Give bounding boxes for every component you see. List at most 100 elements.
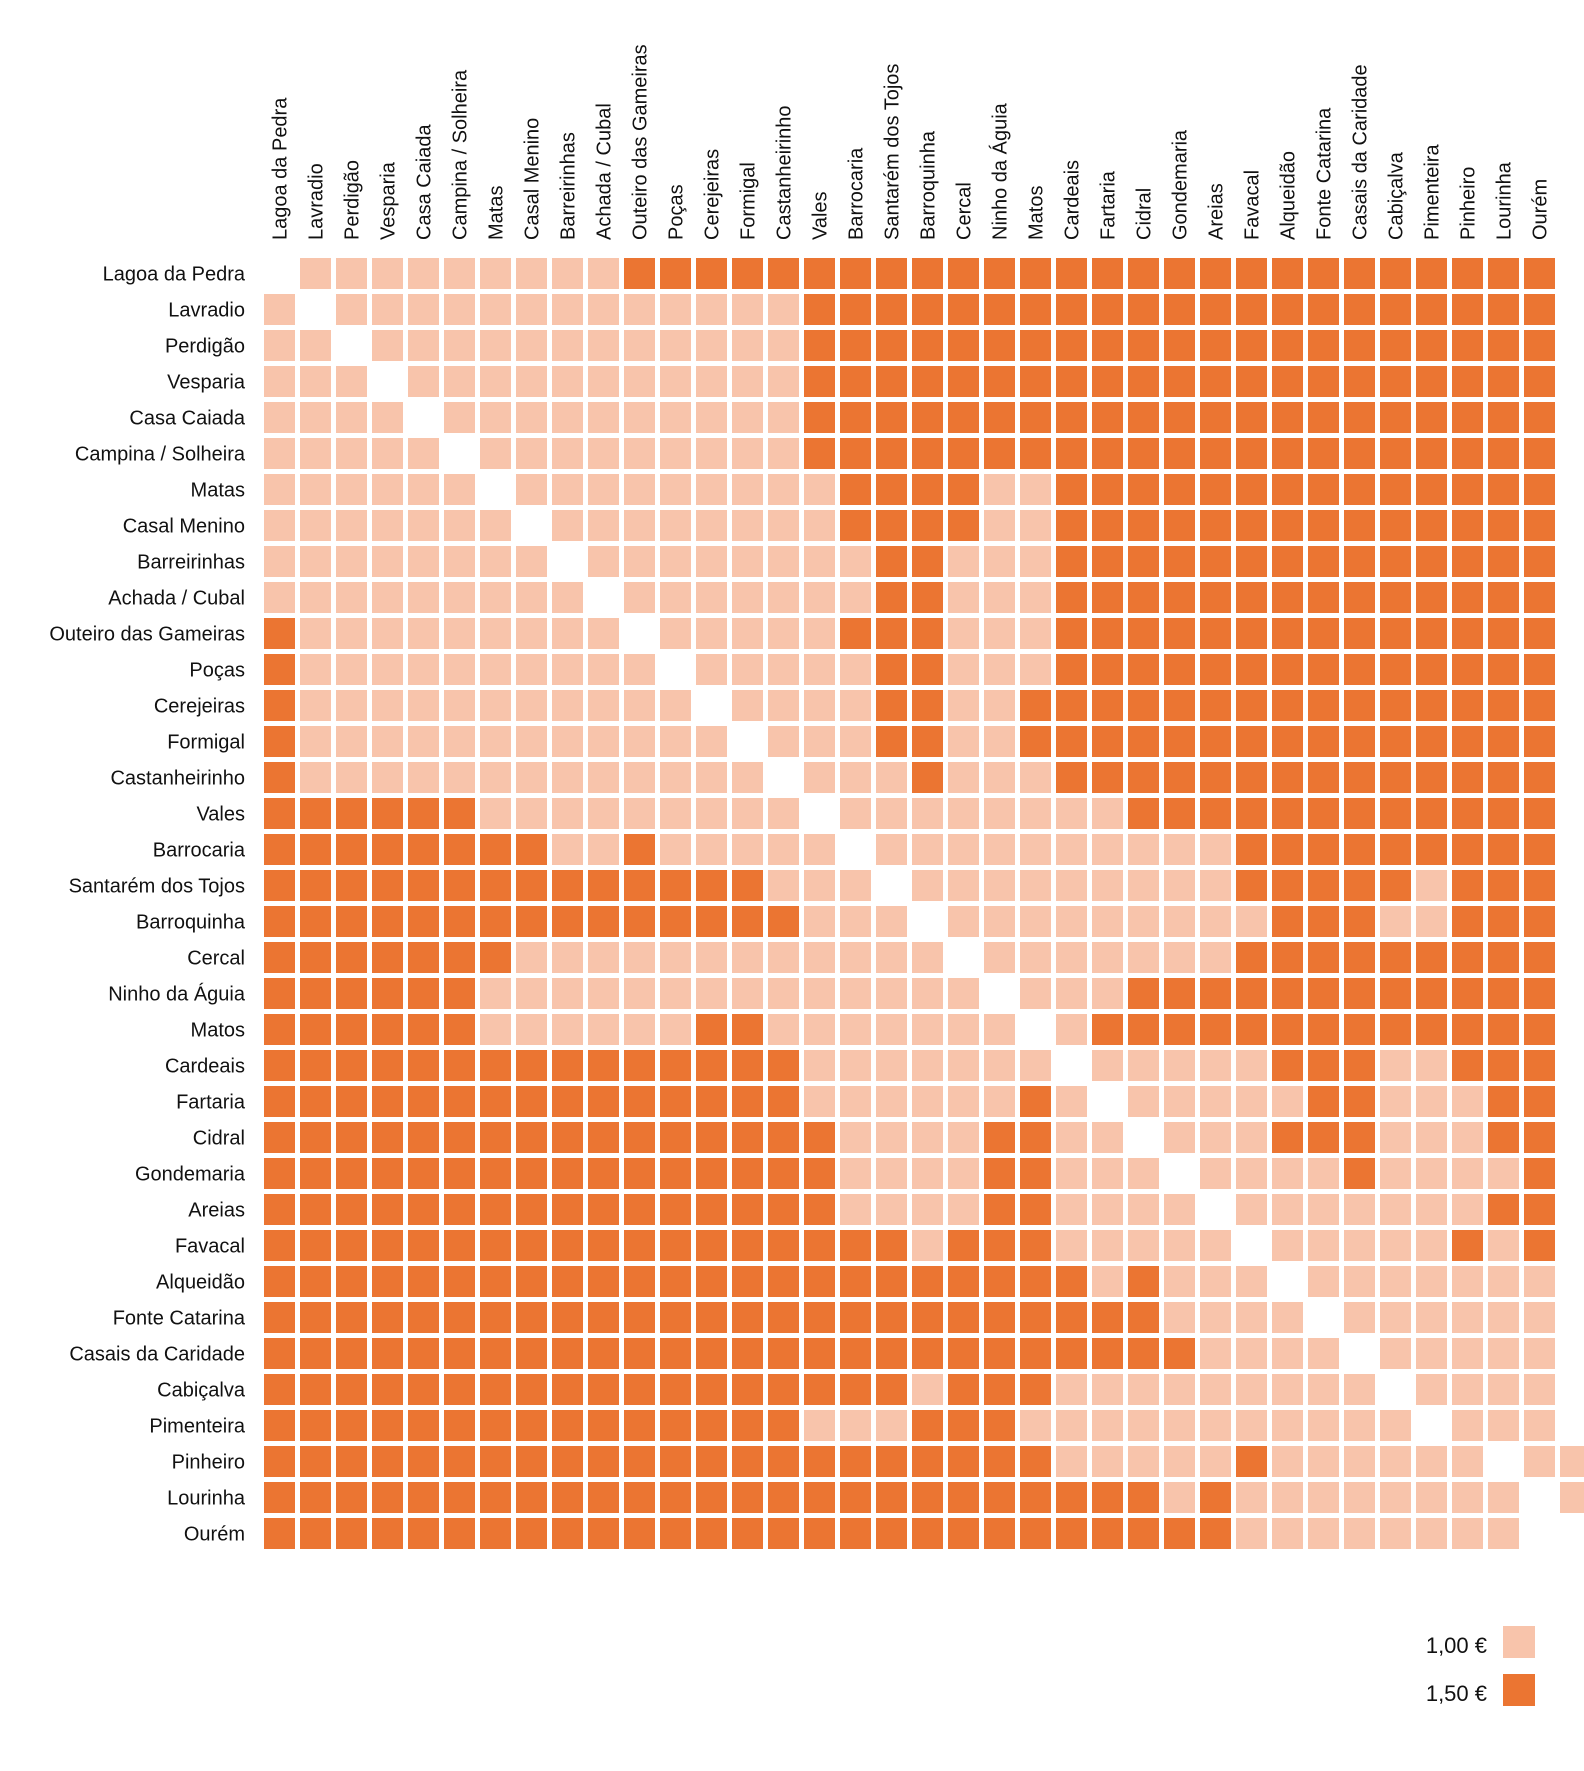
heatmap-cell (1488, 618, 1519, 649)
heatmap-cell (948, 1086, 979, 1117)
heatmap-cell (948, 1122, 979, 1153)
heatmap-cell (1380, 258, 1411, 289)
row-label: Favacal (175, 1236, 245, 1258)
heatmap-cell (1488, 1482, 1519, 1513)
heatmap-cell (876, 942, 907, 973)
heatmap-cell (1308, 906, 1339, 937)
heatmap-cell (1452, 474, 1483, 505)
heatmap-cell (840, 1194, 871, 1225)
heatmap-cell (408, 294, 439, 325)
heatmap-cell (1128, 762, 1159, 793)
heatmap-cell (984, 1338, 1015, 1369)
heatmap-cell (1272, 618, 1303, 649)
heatmap-cell (1308, 1482, 1339, 1513)
heatmap-cell (1056, 546, 1087, 577)
heatmap-cell (1128, 942, 1159, 973)
heatmap-cell (372, 1230, 403, 1261)
heatmap-cell (1272, 1374, 1303, 1405)
heatmap-cell (1488, 546, 1519, 577)
heatmap-cell (336, 1410, 367, 1441)
heatmap-cell (912, 762, 943, 793)
heatmap-cell (1344, 1374, 1375, 1405)
heatmap-cell (624, 978, 655, 1009)
heatmap-cell (912, 546, 943, 577)
heatmap-cell (840, 1374, 871, 1405)
heatmap-cell (516, 1518, 547, 1549)
heatmap-cell (300, 834, 331, 865)
heatmap-cell (1416, 1302, 1447, 1333)
row-label: Fonte Catarina (113, 1308, 246, 1330)
heatmap-cell (444, 906, 475, 937)
heatmap-cell (1344, 618, 1375, 649)
heatmap-cell (1272, 1338, 1303, 1369)
heatmap-cell (1488, 1194, 1519, 1225)
heatmap-cell (552, 978, 583, 1009)
heatmap-cell (1488, 330, 1519, 361)
heatmap-cell (948, 834, 979, 865)
heatmap-cell (624, 402, 655, 433)
column-label: Barrocaria (846, 147, 868, 240)
heatmap-cell (768, 1482, 799, 1513)
heatmap-cell (408, 726, 439, 757)
heatmap-cell (480, 978, 511, 1009)
heatmap-cell (1524, 1122, 1555, 1153)
heatmap-cell (1452, 1086, 1483, 1117)
heatmap-cell (1272, 690, 1303, 721)
heatmap-cell (804, 402, 835, 433)
heatmap-cell (1488, 690, 1519, 721)
row-label: Casa Caiada (129, 408, 246, 430)
row-label: Lagoa da Pedra (103, 264, 246, 286)
heatmap-cell (840, 1014, 871, 1045)
heatmap-cell (876, 762, 907, 793)
heatmap-cell (1128, 978, 1159, 1009)
heatmap-cell (588, 1374, 619, 1405)
heatmap-cell (1308, 1338, 1339, 1369)
heatmap-cell (1020, 1266, 1051, 1297)
heatmap-cell (480, 1446, 511, 1477)
column-label: Casal Menino (522, 118, 544, 240)
heatmap-cell (1344, 1482, 1375, 1513)
heatmap-cell (1380, 1266, 1411, 1297)
heatmap-cell (408, 618, 439, 649)
heatmap-cell (372, 258, 403, 289)
heatmap-cell (876, 582, 907, 613)
heatmap-cell (804, 438, 835, 469)
heatmap-cell (300, 1158, 331, 1189)
heatmap-cell (1452, 1338, 1483, 1369)
heatmap-cell (1092, 1374, 1123, 1405)
heatmap-cell (588, 510, 619, 541)
heatmap-cell (1020, 978, 1051, 1009)
heatmap-cell (768, 258, 799, 289)
heatmap-cell (444, 1050, 475, 1081)
heatmap-cell (1200, 942, 1231, 973)
heatmap-cell (1344, 870, 1375, 901)
heatmap-cell (408, 258, 439, 289)
heatmap-cell (660, 906, 691, 937)
heatmap-cell (1092, 834, 1123, 865)
heatmap-cell (372, 726, 403, 757)
heatmap-cell (1488, 1410, 1519, 1441)
heatmap-cell (1524, 906, 1555, 937)
heatmap-cell (588, 906, 619, 937)
heatmap-cell (1308, 1374, 1339, 1405)
heatmap-cell (696, 1122, 727, 1153)
heatmap-cell (552, 1014, 583, 1045)
heatmap-cell (984, 438, 1015, 469)
heatmap-cell (516, 402, 547, 433)
heatmap-cell (876, 654, 907, 685)
heatmap-cell (300, 654, 331, 685)
heatmap-cell (1164, 582, 1195, 613)
heatmap-cell (336, 1158, 367, 1189)
heatmap-cell (300, 546, 331, 577)
heatmap-cell (264, 798, 295, 829)
heatmap-cell (516, 798, 547, 829)
heatmap-cell (1092, 762, 1123, 793)
heatmap-cell (1092, 618, 1123, 649)
heatmap-cell (264, 1410, 295, 1441)
heatmap-cell (516, 942, 547, 973)
heatmap-cell (516, 870, 547, 901)
heatmap-cell (516, 1230, 547, 1261)
heatmap-cell (732, 762, 763, 793)
heatmap-cell (840, 366, 871, 397)
column-label: Pimenteira (1422, 144, 1444, 240)
